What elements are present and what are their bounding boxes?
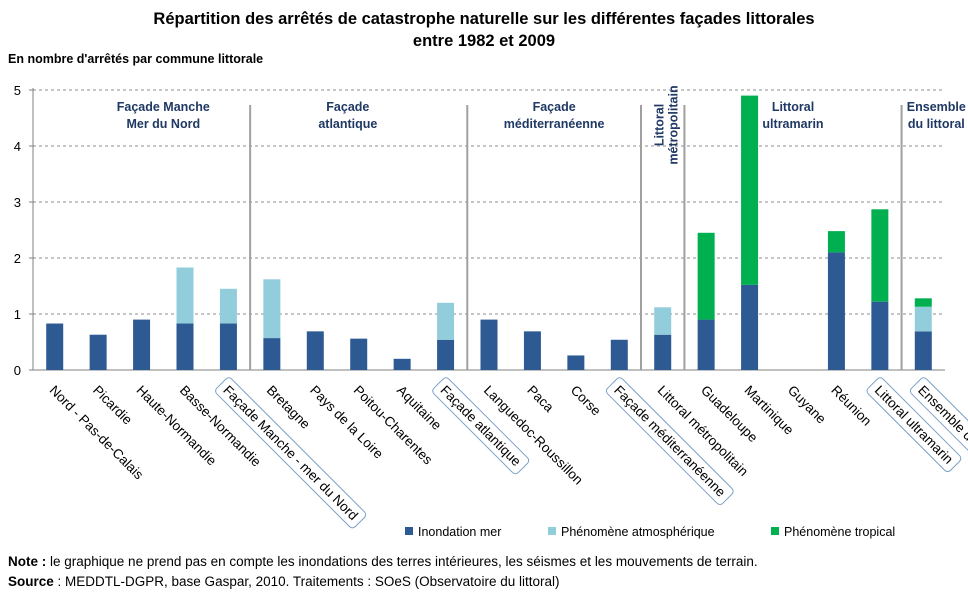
- bar-segment-1: [263, 338, 281, 370]
- bar-segment-2: [263, 279, 281, 339]
- x-tick-label: Corse: [568, 383, 604, 419]
- bar-segment-1: [46, 323, 64, 370]
- bar-segment-2: [176, 267, 194, 324]
- bar-segment-1: [219, 323, 237, 370]
- bar-segment-1: [610, 339, 628, 370]
- x-tick-label: Haute-Normandie: [133, 383, 219, 469]
- bar-segment-2: [437, 302, 455, 340]
- y-tick-label: 2: [14, 251, 21, 266]
- bar-segment-1: [306, 331, 324, 370]
- x-tick-label: Guyane: [785, 383, 829, 427]
- bar-segment-2: [219, 288, 237, 324]
- y-tick-label: 4: [14, 139, 21, 154]
- x-tick-label-box: [605, 377, 734, 506]
- note-label: Note :: [8, 554, 47, 569]
- x-tick-label-box: [432, 377, 530, 475]
- group-label: Façade méditerranéenne: [504, 100, 605, 131]
- legend-label-1: Inondation mer: [418, 525, 501, 539]
- x-tick-label: Paca: [524, 383, 557, 416]
- group-label: Littoralmétropolitain: [653, 85, 681, 164]
- y-tick-label: 3: [14, 195, 21, 210]
- bar-segment-3: [871, 209, 889, 302]
- source-text: : MEDDTL-DGPR, base Gaspar, 2010. Traite…: [53, 574, 560, 589]
- y-axis-label: En nombre d'arrêtés par commune littoral…: [8, 52, 263, 66]
- bar-segment-1: [133, 319, 151, 370]
- bar-segment-1: [437, 339, 455, 370]
- bar-segment-1: [914, 331, 932, 370]
- bar-segment-1: [523, 331, 541, 370]
- chart: Répartition des arrêtés de catastrophe n…: [8, 10, 968, 539]
- note-line: Note : le graphique ne prend pas en comp…: [8, 552, 958, 572]
- x-tick-label-box: [866, 377, 962, 473]
- y-tick-label: 1: [14, 307, 21, 322]
- bar-segment-2: [654, 307, 672, 335]
- chart-title-line2: entre 1982 et 2009: [413, 32, 555, 50]
- bar-segment-3: [741, 95, 759, 285]
- legend-label-3: Phénomène tropical: [784, 525, 895, 539]
- y-tick-label: 0: [14, 363, 21, 378]
- y-tick-label: 5: [14, 83, 21, 98]
- bar-segment-1: [741, 284, 759, 370]
- x-tick-label: Littoral ultramarin: [872, 383, 956, 467]
- bar-segment-1: [827, 252, 845, 370]
- bar-segment-1: [480, 319, 498, 370]
- source-label: Source: [8, 574, 54, 589]
- bar-segment-1: [697, 319, 715, 370]
- notes-block: Note : le graphique ne prend pas en comp…: [8, 552, 958, 592]
- bar-segment-1: [89, 334, 107, 370]
- x-tick-label: Façade atlantique: [437, 383, 523, 469]
- legend-swatch-3: [771, 527, 779, 535]
- legend-swatch-2: [548, 527, 556, 535]
- x-tick-label-box: [909, 377, 968, 483]
- group-label: Façade Manche Mer du Nord: [117, 100, 210, 131]
- bar-segment-1: [871, 301, 889, 370]
- bar-segment-3: [827, 231, 845, 253]
- note-text: le graphique ne prend pas en compte les …: [46, 554, 758, 569]
- bar-segment-1: [654, 334, 672, 370]
- bar-segment-1: [393, 358, 411, 370]
- source-line: Source : MEDDTL-DGPR, base Gaspar, 2010.…: [8, 572, 958, 592]
- group-label: Littoral ultramarin: [762, 100, 823, 131]
- x-tick-label-box: [215, 377, 367, 529]
- bar-segment-1: [350, 338, 368, 370]
- bar-segment-3: [697, 232, 715, 320]
- x-tick-label: Basse-Normandie: [177, 383, 264, 470]
- bar-segment-3: [914, 298, 932, 307]
- group-label: Façade atlantique: [318, 100, 377, 131]
- bar-segment-1: [567, 355, 585, 370]
- bar-segment-2: [914, 306, 932, 332]
- legend-swatch-1: [405, 527, 413, 535]
- x-tick-label: Poitou-Charentes: [351, 383, 436, 468]
- legend-label-2: Phénomène atmosphérique: [561, 525, 715, 539]
- group-label: Ensemble du littoral: [907, 100, 966, 131]
- bar-segment-1: [176, 323, 194, 370]
- chart-title-line1: Répartition des arrêtés de catastrophe n…: [153, 10, 814, 28]
